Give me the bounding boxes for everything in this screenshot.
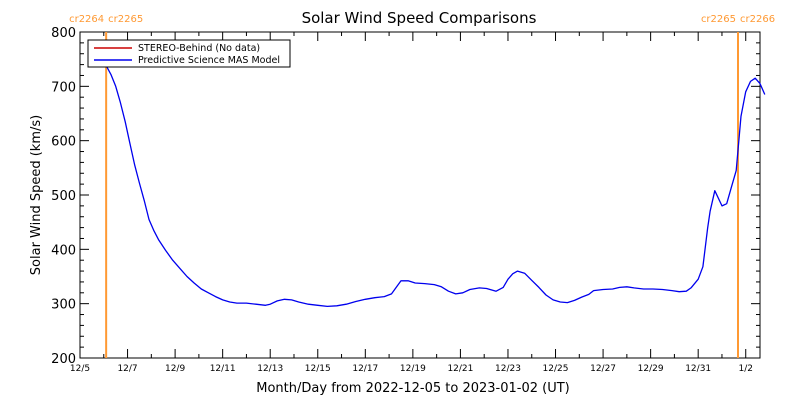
x-tick-label: 12/9: [165, 364, 185, 374]
y-tick-label: 400: [51, 243, 76, 258]
y-tick-label: 700: [51, 80, 76, 95]
carrington-label-right: cr2265: [108, 14, 143, 25]
x-tick-label: 12/21: [447, 364, 473, 374]
x-tick-label: 12/31: [685, 364, 711, 374]
chart-title: Solar Wind Speed Comparisons: [302, 9, 537, 27]
y-tick-label: 600: [51, 135, 76, 150]
carrington-label-left: cr2264: [69, 14, 104, 25]
y-tick-label: 800: [51, 26, 76, 41]
axis-ticks: 200 300 400 500 600 700 800 12/5 12/7 12/9 12/11 12…: [51, 26, 760, 374]
x-tick-label: 12/17: [352, 364, 378, 374]
carrington-markers: cr2264 cr2265 cr2265 cr2266: [69, 14, 775, 358]
x-tick-label: 12/23: [495, 364, 521, 374]
legend-label-stereo-behind: STEREO-Behind (No data): [138, 43, 260, 54]
x-tick-label: 12/25: [543, 364, 569, 374]
y-axis-label: Solar Wind Speed (km/s): [29, 115, 44, 275]
x-tick-label: 12/11: [210, 364, 236, 374]
legend: STEREO-Behind (No data) Predictive Scien…: [87, 39, 291, 68]
x-tick-label: 12/29: [638, 364, 664, 374]
legend-label-mas-model: Predictive Science MAS Model: [138, 55, 280, 66]
y-tick-label: 200: [51, 352, 76, 367]
x-tick-label: 12/15: [305, 364, 331, 374]
carrington-label-right: cr2266: [740, 14, 775, 25]
series-layer: [105, 65, 766, 308]
legend-box: [87, 39, 291, 68]
y-tick-label: 500: [51, 189, 76, 204]
x-tick-label: 12/5: [70, 364, 90, 374]
x-tick-label: 12/19: [400, 364, 426, 374]
x-axis-label: Month/Day from 2022-12-05 to 2023-01-02 …: [256, 381, 569, 396]
y-tick-label: 300: [51, 298, 76, 313]
x-tick-label: 12/27: [590, 364, 616, 374]
series-line-mas-model: [105, 65, 766, 308]
carrington-label-left: cr2265: [701, 14, 736, 25]
x-tick-label: 12/7: [117, 364, 137, 374]
x-tick-label: 12/13: [257, 364, 283, 374]
x-tick-label: 1/2: [738, 364, 752, 374]
